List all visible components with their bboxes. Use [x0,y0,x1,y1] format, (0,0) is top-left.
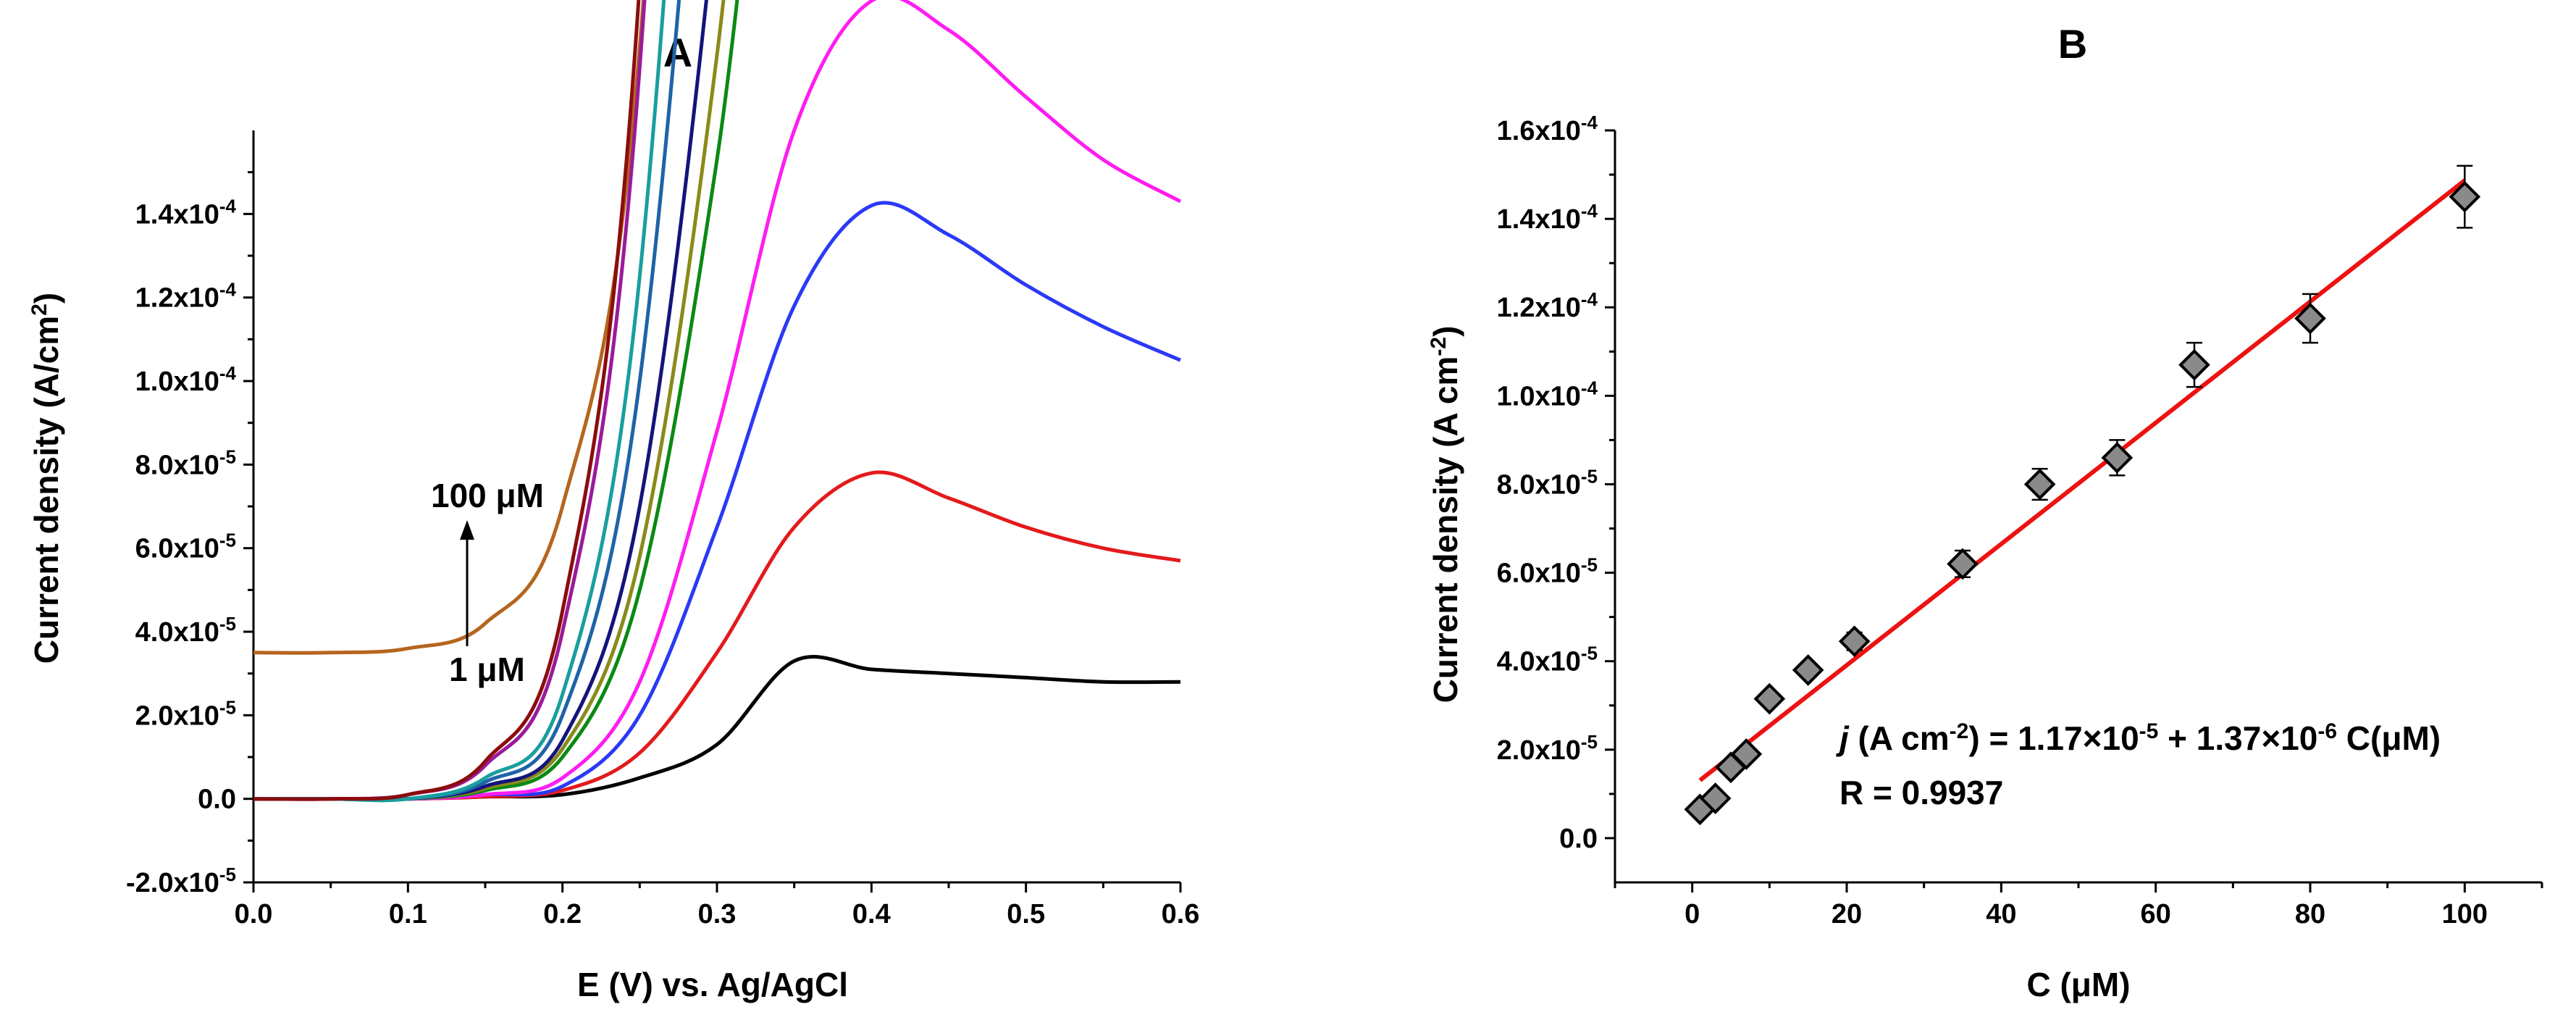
data-point [2023,468,2056,501]
panel-b-y-tick-label: 2.0x10-5 [1497,731,1598,766]
voltammogram-curve-9 [253,0,666,803]
panel-b-y-tick-label: 6.0x10-5 [1497,554,1598,589]
panel-b-x-tick-label: 80 [2295,899,2325,929]
concentration-arrow-head [460,520,474,540]
data-point [2178,348,2210,381]
panel-a-plot-area: 0.0 0.1 0.2 0.3 0.4 0.5 0.6-2.0x10-50.02.0x10-… [126,0,1199,929]
panel-b-x-tick-label: 0 [1685,899,1700,929]
panel-a-x-tick-label: 0.1 [389,899,427,929]
panel-b-y-tick-label: 8.0x10-5 [1497,465,1598,500]
panel-a-y-tick-label: 1.0x10-4 [135,362,237,397]
data-point [1699,782,1732,814]
panel-b-x-tick-label: 20 [1832,899,1862,929]
voltammogram-curve-10 [253,0,645,655]
panel-a-y-tick-label: 1.2x10-4 [135,279,237,314]
panel-b-y-tick-label: 1.0x10-4 [1497,377,1598,411]
panel-b-x-axis-title: C (μM) [2026,966,2130,1003]
data-point [1838,625,1871,658]
data-point [2449,180,2481,213]
panel-b-y-tick-label: 1.2x10-4 [1497,288,1598,323]
panel-b-y-tick-label: 1.4x10-4 [1497,200,1598,235]
data-point [1947,548,1979,580]
panel-a-x-tick-label: 0.5 [1007,899,1045,929]
panel-a-x-tick-label: 0.2 [543,899,582,929]
panel-a-y-tick-label: 2.0x10-5 [135,696,236,731]
panel-a-y-tick-label: -2.0x10-5 [126,864,236,898]
data-point [2294,302,2326,335]
voltammogram-curve-2 [253,470,1181,801]
panel-a-x-tick-label: 0.3 [698,899,737,929]
panel-a-y-tick-label: 1.4x10-4 [135,195,237,230]
voltammogram-curve-12 [253,0,641,801]
voltammogram-curve-7 [253,0,708,802]
panel-a-x-tick-label: 0.4 [852,899,891,929]
panel-a-y-tick-label: 0.0 [198,785,236,815]
panel-b-y-tick-label: 4.0x10-5 [1497,643,1598,677]
voltammogram-curve-8 [253,0,681,802]
panel-b: B 0 20 40 60 80 100 0.0 2.0x10-5 4.0x10-5 6.0x10-… [1427,21,2543,1003]
panel-b-x-tick-label: 40 [1986,899,2016,929]
panel-b-y-tick-label: 1.6x10-4 [1497,112,1598,146]
panel-b-title: B [2058,21,2087,67]
fit-r-value: R = 0.9937 [1839,774,2003,811]
data-point [1730,738,1763,770]
panel-a-title: A [663,30,692,75]
panel-b-plot-area: 0 20 40 60 80 100 0.0 2.0x10-5 4.0x10-5 6.0x10-5 8… [1497,112,2543,929]
fit-equation: j (A cm-2) = 1.17×10-5 + 1.37×10-6 C(μM) [1836,719,2441,758]
voltammogram-curve-3 [253,201,1181,801]
panel-b-x-tick-label: 60 [2141,899,2171,929]
data-point [2101,442,2134,474]
panel-a-x-tick-label: 0.6 [1162,899,1200,929]
panel-a-y-tick-label: 8.0x10-5 [135,446,236,480]
panel-a-x-tick-label: 0.0 [235,899,273,929]
panel-a-y-tick-label: 6.0x10-5 [135,530,236,564]
annotation-high-concentration: 100 μM [431,477,544,514]
data-point [1753,682,1786,715]
voltammogram-curve-11 [253,0,647,801]
voltammogram-curve-1 [253,655,1181,801]
panel-b-x-tick-label: 100 [2442,899,2488,929]
linear-fit-line [1698,178,2467,782]
panel-a-y-tick-label: 4.0x10-5 [135,613,236,648]
panel-a: A 0.0 0.1 0.2 0.3 0.4 0.5 0.6-2.0x10-50.02.0x1… [28,0,1199,1003]
annotation-low-concentration: 1 μM [449,651,525,688]
panel-a-x-axis-title: E (V) vs. Ag/AgCl [577,966,848,1003]
data-point [1792,654,1824,686]
panel-b-y-tick-label: 0.0 [1559,824,1598,854]
panel-a-y-axis-title: Current density (A/cm2) [28,293,66,664]
panel-b-y-axis-title: Current density (A cm-2) [1427,326,1465,703]
